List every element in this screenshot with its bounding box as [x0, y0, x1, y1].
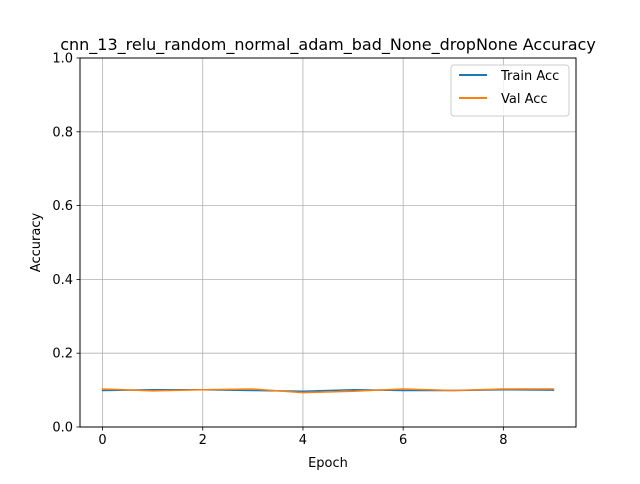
plot-frame	[79, 57, 577, 428]
x-tick-label: 4	[299, 433, 307, 448]
y-tick-label: 0.6	[52, 199, 73, 214]
chart-title: cnn_13_relu_random_normal_adam_bad_None_…	[60, 35, 596, 55]
axis-ticks: 0 2 4 6 8 0.0 0.2 0.4 0.6 0.8 1.0	[52, 52, 507, 449]
y-tick-label: 1.0	[52, 52, 73, 67]
legend-label-val-acc: Val Acc	[501, 92, 548, 107]
x-axis-label: Epoch	[308, 456, 348, 471]
legend-label-train-acc: Train Acc	[500, 69, 559, 84]
legend: Train Acc Val Acc	[450, 64, 570, 117]
series-lines	[101, 388, 555, 394]
legend-box	[450, 64, 570, 117]
x-tick-label: 8	[499, 433, 507, 448]
x-tick-label: 0	[98, 433, 106, 448]
y-tick-label: 0.8	[52, 125, 73, 140]
y-tick-label: 0.2	[52, 347, 73, 362]
x-tick-label: 2	[199, 433, 207, 448]
series-line-val-acc	[101, 388, 555, 394]
x-tick-label: 6	[399, 433, 407, 448]
y-tick-label: 0.4	[52, 273, 73, 288]
y-axis-label: Accuracy	[29, 213, 44, 273]
y-tick-label: 0.0	[52, 421, 73, 436]
